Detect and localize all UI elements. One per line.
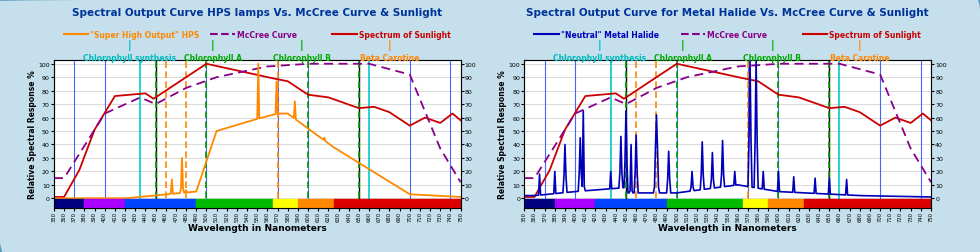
Y-axis label: Relative Spectral Response %: Relative Spectral Response %: [498, 70, 507, 198]
X-axis label: Wavelength in Nanometers: Wavelength in Nanometers: [188, 223, 326, 232]
Text: |: |: [300, 40, 304, 50]
Text: Chlorophyll synthesis: Chlorophyll synthesis: [553, 54, 646, 63]
Text: |: |: [770, 40, 774, 50]
Text: |: |: [598, 40, 602, 50]
Text: Chlorophyll B: Chlorophyll B: [273, 54, 331, 63]
Text: Spectral Output Curve HPS lamps Vs. McCree Curve & Sunlight: Spectral Output Curve HPS lamps Vs. McCr…: [73, 8, 442, 18]
Text: Spectrum of Sunlight: Spectrum of Sunlight: [829, 31, 921, 40]
Text: |: |: [127, 40, 131, 50]
Text: Beta Carotine: Beta Carotine: [830, 54, 890, 63]
Text: McCree Curve: McCree Curve: [708, 31, 767, 40]
Text: Spectral Output Curve for Metal Halide Vs. McCree Curve & Sunlight: Spectral Output Curve for Metal Halide V…: [526, 8, 929, 18]
Text: Chlorophyll A: Chlorophyll A: [654, 54, 711, 63]
Text: |: |: [858, 40, 861, 50]
Text: |: |: [388, 40, 391, 50]
Text: Chlorophyll B: Chlorophyll B: [744, 54, 802, 63]
Text: |: |: [681, 40, 685, 50]
Y-axis label: Relative Spectral Response %: Relative Spectral Response %: [27, 70, 36, 198]
Text: "Neutral" Metal Halide: "Neutral" Metal Halide: [561, 31, 659, 40]
Text: |: |: [211, 40, 215, 50]
Text: Spectrum of Sunlight: Spectrum of Sunlight: [359, 31, 451, 40]
Text: Beta Carotine: Beta Carotine: [360, 54, 419, 63]
Text: McCree Curve: McCree Curve: [237, 31, 297, 40]
Text: "Super High Output" HPS: "Super High Output" HPS: [90, 31, 200, 40]
X-axis label: Wavelength in Nanometers: Wavelength in Nanometers: [659, 223, 797, 232]
Text: Chlorophyll A: Chlorophyll A: [183, 54, 241, 63]
Text: Chlorophyll synthesis: Chlorophyll synthesis: [82, 54, 175, 63]
